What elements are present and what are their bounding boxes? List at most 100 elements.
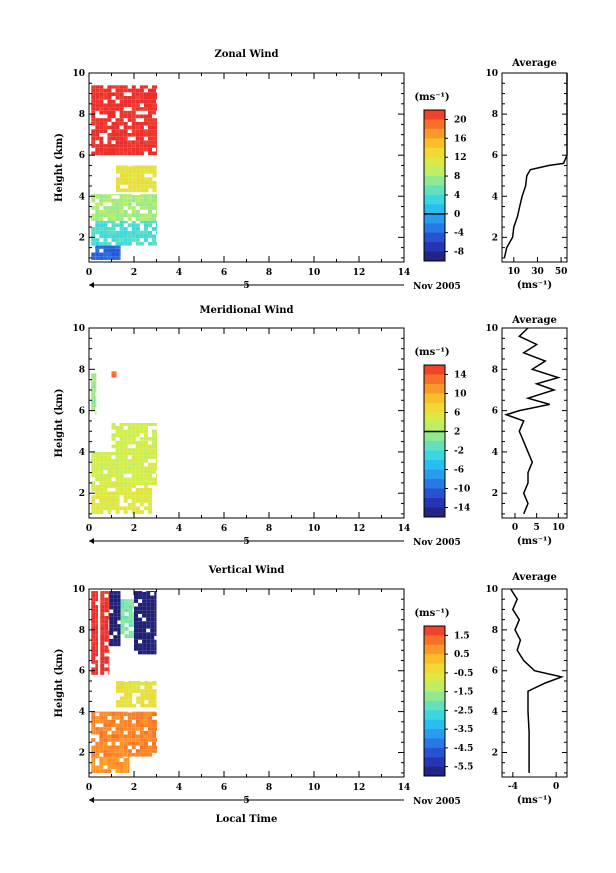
data-cell — [152, 481, 157, 485]
data-cell — [143, 719, 148, 724]
data-cell — [139, 458, 144, 463]
data-cell — [139, 477, 144, 482]
data-cell — [127, 462, 132, 467]
colorbar-band — [424, 251, 445, 262]
data-cell — [95, 147, 100, 152]
data-cell — [135, 444, 140, 449]
data-cell — [91, 765, 96, 770]
average-unit: (ms⁻¹) — [517, 536, 552, 547]
data-cell — [138, 606, 143, 611]
data-cell — [104, 656, 109, 661]
data-cell — [107, 712, 112, 717]
data-cell — [91, 458, 96, 463]
data-cell — [107, 110, 112, 115]
data-cell — [156, 85, 158, 89]
data-cell — [95, 252, 100, 257]
data-cell — [123, 495, 128, 499]
data-cell — [131, 495, 136, 499]
data-cell — [95, 741, 100, 746]
data-cell — [103, 107, 108, 111]
data-cell — [115, 245, 120, 249]
data-cell — [156, 96, 158, 100]
data-cell — [91, 627, 96, 631]
data-cell — [117, 642, 121, 647]
data-cell — [146, 636, 151, 640]
data-cell — [100, 645, 105, 650]
data-cell — [139, 132, 144, 137]
data-cell — [109, 616, 114, 621]
data-cell — [115, 147, 120, 152]
average-frame — [501, 327, 568, 519]
data-cell — [143, 711, 148, 713]
data-cell — [123, 510, 128, 514]
data-cell — [119, 114, 124, 119]
data-cell — [152, 681, 157, 686]
average-profile-line — [510, 588, 565, 773]
data-cell — [139, 99, 144, 104]
date-label: Nov 2005 — [413, 282, 461, 292]
y-tick-label: 8 — [79, 110, 85, 120]
data-cell — [146, 650, 151, 655]
data-cell — [146, 602, 151, 607]
data-cell — [154, 621, 157, 625]
data-cell — [123, 712, 128, 717]
data-cell — [147, 455, 152, 459]
data-cell — [103, 455, 108, 459]
data-cell — [139, 147, 144, 152]
data-cell — [107, 217, 112, 221]
data-cell — [152, 99, 157, 104]
data-cell — [154, 650, 157, 655]
data-cell — [135, 734, 140, 739]
data-cell — [138, 624, 143, 629]
data-cell — [124, 689, 129, 693]
data-cell — [143, 455, 148, 459]
data-cell — [134, 595, 139, 600]
data-cell — [91, 645, 96, 650]
data-cell — [147, 473, 152, 478]
y-axis-label: Height (km) — [54, 389, 65, 458]
data-cell — [134, 599, 139, 603]
data-cell — [95, 645, 98, 650]
data-cell — [127, 752, 132, 757]
data-cell — [100, 608, 105, 613]
data-cell — [123, 752, 128, 757]
data-cell — [138, 591, 143, 593]
data-cell — [139, 194, 144, 196]
data-cell — [131, 499, 136, 503]
data-cell — [150, 636, 155, 640]
data-cell — [115, 425, 120, 430]
data-cell — [134, 636, 139, 640]
data-cell — [99, 730, 104, 735]
data-cell — [143, 470, 148, 474]
data-cell — [95, 458, 100, 463]
colorbar-band — [424, 626, 445, 636]
data-cell — [111, 711, 116, 713]
data-cell — [132, 612, 134, 616]
data-cell — [115, 433, 120, 438]
data-cell — [111, 136, 116, 141]
data-cell — [156, 202, 158, 207]
data-cell — [123, 440, 128, 445]
data-cell — [143, 234, 148, 239]
data-cell — [111, 451, 116, 456]
data-cell — [128, 181, 133, 185]
data-cell — [103, 223, 108, 228]
data-cell — [152, 184, 157, 189]
data-cell — [142, 610, 147, 614]
data-cell — [139, 462, 144, 467]
data-cell — [136, 173, 141, 178]
data-cell — [147, 487, 152, 492]
data-cell — [135, 741, 140, 746]
data-cell — [115, 129, 120, 133]
data-cell — [91, 623, 96, 628]
data-cell — [91, 745, 96, 750]
data-cell — [156, 451, 158, 456]
data-cell — [124, 681, 129, 686]
data-cell — [95, 245, 100, 249]
data-cell — [127, 470, 132, 474]
data-cell — [135, 223, 140, 228]
data-cells — [91, 591, 158, 773]
data-cell — [135, 213, 140, 218]
data-cell — [95, 749, 100, 753]
x-tick-label: 10 — [308, 524, 321, 534]
